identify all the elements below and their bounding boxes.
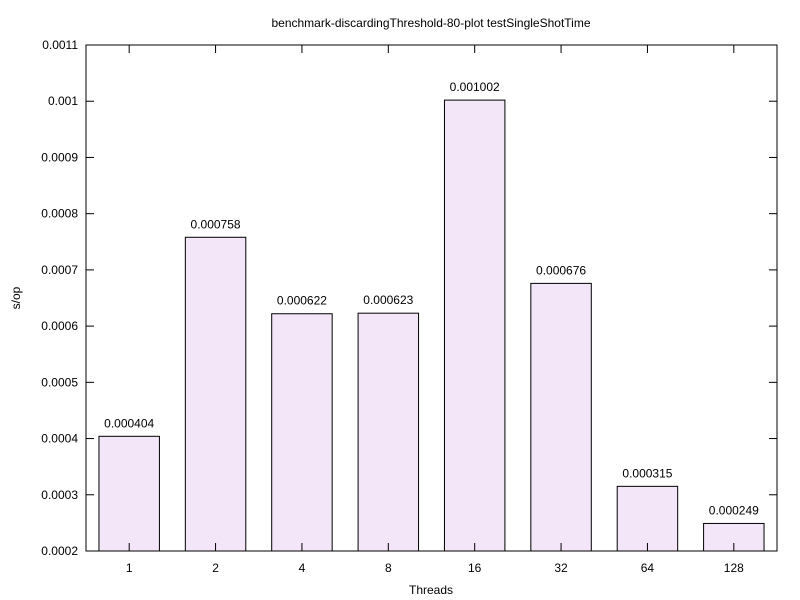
x-tick-label: 1 — [126, 561, 133, 575]
bar — [616, 485, 679, 552]
x-tick-label: 32 — [554, 561, 568, 575]
chart-title: benchmark-discardingThreshold-80-plot te… — [271, 16, 590, 30]
bar — [98, 435, 160, 552]
y-tick-label: 0.001 — [48, 94, 78, 108]
plot-area: 0.0002 0.0003 0.0004 0.0005 0.0006 0.0007 0.00… — [41, 38, 778, 575]
x-tick-label: 8 — [385, 561, 392, 575]
bar-value-label: 0.000249 — [709, 503, 759, 517]
x-tick-label: 128 — [724, 561, 744, 575]
y-axis-label: s/op — [9, 286, 23, 309]
x-tick-label: 16 — [468, 561, 482, 575]
y-tick-label: 0.0008 — [41, 207, 78, 221]
plot-frame — [85, 44, 778, 552]
y-tick-label: 0.0002 — [41, 544, 78, 558]
bar-value-label: 0.000623 — [363, 293, 413, 307]
x-tick-label: 2 — [212, 561, 219, 575]
y-tick-label: 0.0009 — [41, 150, 78, 164]
bar-value-label: 0.000676 — [536, 263, 586, 277]
y-tick-label: 0.0011 — [42, 38, 78, 52]
bar — [357, 312, 420, 552]
bar — [443, 99, 506, 552]
y-tick-label: 0.0005 — [41, 375, 78, 389]
bar — [271, 313, 333, 552]
y-tick-label: 0.0003 — [41, 488, 78, 502]
bar-value-label: 0.000622 — [277, 294, 327, 308]
y-tick-label: 0.0006 — [41, 319, 78, 333]
bar — [184, 236, 247, 552]
bar-value-label: 0.000315 — [622, 466, 672, 480]
y-tick-label: 0.0004 — [41, 432, 78, 446]
x-tick-label: 64 — [641, 561, 655, 575]
x-tick-label: 4 — [299, 561, 306, 575]
bar-value-label: 0.001002 — [450, 80, 500, 94]
x-axis-label: Threads — [409, 583, 453, 597]
y-tick-label: 0.0007 — [41, 263, 78, 277]
bar — [530, 282, 592, 552]
bar-value-label: 0.000758 — [191, 217, 241, 231]
bar-value-label: 0.000404 — [104, 416, 154, 430]
